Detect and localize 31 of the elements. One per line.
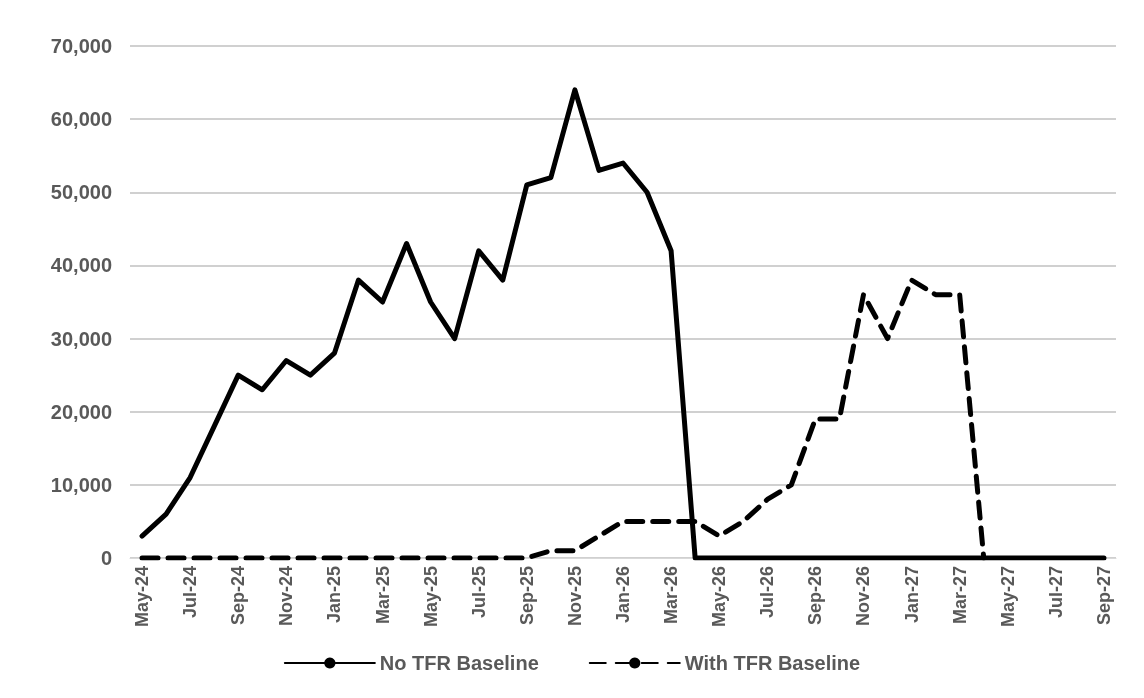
x-tick-label: Mar-27 [949, 566, 970, 625]
y-tick-label: 0 [100, 547, 112, 569]
x-tick-label: May-27 [997, 566, 1018, 628]
x-tick-label: May-26 [709, 566, 730, 628]
y-tick-label: 20,000 [50, 400, 112, 423]
x-tick-label: Nov-24 [276, 566, 297, 627]
y-tick-label: 70,000 [50, 35, 112, 57]
x-tick-label: Sep-25 [516, 566, 537, 626]
x-tick-label: Jul-27 [1045, 566, 1066, 619]
x-tick-label: Nov-25 [564, 566, 585, 627]
x-tick-label: Sep-24 [228, 566, 249, 626]
y-tick-label: 50,000 [50, 181, 112, 204]
legend-label: With TFR Baseline [684, 652, 861, 674]
x-tick-label: Mar-25 [372, 566, 393, 625]
y-tick-label: 60,000 [50, 108, 112, 131]
x-tick-label: Jul-24 [180, 566, 201, 619]
x-tick-label: Jan-25 [324, 566, 345, 624]
x-tick-label: Jan-26 [613, 566, 633, 624]
x-tick-label: May-25 [420, 566, 441, 628]
x-tick-label: Sep-26 [805, 566, 826, 626]
x-tick-label: Nov-26 [853, 566, 874, 627]
y-tick-label: 30,000 [50, 327, 112, 350]
x-tick-label: Jul-25 [468, 566, 489, 619]
legend-label: No TFR Baseline [379, 652, 539, 674]
x-tick-label: Mar-26 [661, 566, 682, 625]
x-tick-label: Jul-26 [757, 566, 778, 619]
x-tick-label: Jan-27 [901, 566, 922, 624]
y-tick-label: 40,000 [50, 254, 112, 277]
x-tick-label: May-24 [132, 566, 153, 628]
y-tick-label: 10,000 [50, 473, 112, 496]
x-tick-label: Sep-27 [1093, 566, 1114, 626]
